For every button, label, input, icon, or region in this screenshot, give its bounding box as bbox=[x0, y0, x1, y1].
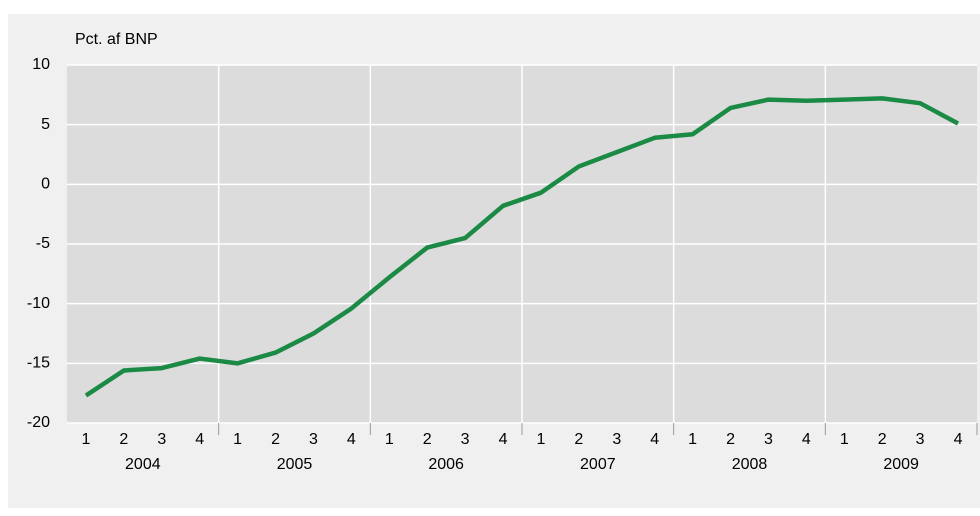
x-tick-label: 3 bbox=[764, 431, 773, 448]
x-tick-label: 4 bbox=[195, 431, 204, 448]
x-tick-label: 3 bbox=[916, 431, 925, 448]
x-tick-label: 4 bbox=[499, 431, 508, 448]
x-tick-label: 1 bbox=[537, 431, 546, 448]
x-tick-label: 1 bbox=[385, 431, 394, 448]
x-tick-label: 4 bbox=[650, 431, 659, 448]
x-tick-label: 2 bbox=[119, 431, 128, 448]
x-tick-label: 4 bbox=[954, 431, 963, 448]
year-label: 2008 bbox=[732, 456, 768, 473]
year-label: 2006 bbox=[428, 456, 464, 473]
x-tick-label: 3 bbox=[612, 431, 621, 448]
x-tick-label: 4 bbox=[347, 431, 356, 448]
x-tick-label: 1 bbox=[233, 431, 242, 448]
x-tick-label: 4 bbox=[802, 431, 811, 448]
year-label: 2005 bbox=[277, 456, 313, 473]
y-tick-label: 5 bbox=[41, 116, 50, 133]
x-tick-label: 2 bbox=[574, 431, 583, 448]
year-label: 2007 bbox=[580, 456, 616, 473]
year-label: 2009 bbox=[883, 456, 919, 473]
y-tick-label: 0 bbox=[41, 176, 50, 193]
x-tick-label: 1 bbox=[82, 431, 91, 448]
x-tick-label: 1 bbox=[840, 431, 849, 448]
y-tick-label: -10 bbox=[27, 295, 50, 312]
x-tick-label: 2 bbox=[878, 431, 887, 448]
x-tick-label: 2 bbox=[423, 431, 432, 448]
x-tick-label: 3 bbox=[309, 431, 318, 448]
x-tick-label: 3 bbox=[157, 431, 166, 448]
y-axis-label: Pct. af BNP bbox=[75, 31, 158, 48]
year-label: 2004 bbox=[125, 456, 161, 473]
x-tick-label: 1 bbox=[688, 431, 697, 448]
x-tick-label: 2 bbox=[726, 431, 735, 448]
x-tick-label: 2 bbox=[271, 431, 280, 448]
y-tick-label: -20 bbox=[27, 414, 50, 431]
y-tick-label: -5 bbox=[36, 235, 50, 252]
y-tick-label: 10 bbox=[32, 56, 50, 73]
y-tick-label: -15 bbox=[27, 355, 50, 372]
data-line bbox=[84, 96, 960, 398]
x-tick-label: 3 bbox=[461, 431, 470, 448]
